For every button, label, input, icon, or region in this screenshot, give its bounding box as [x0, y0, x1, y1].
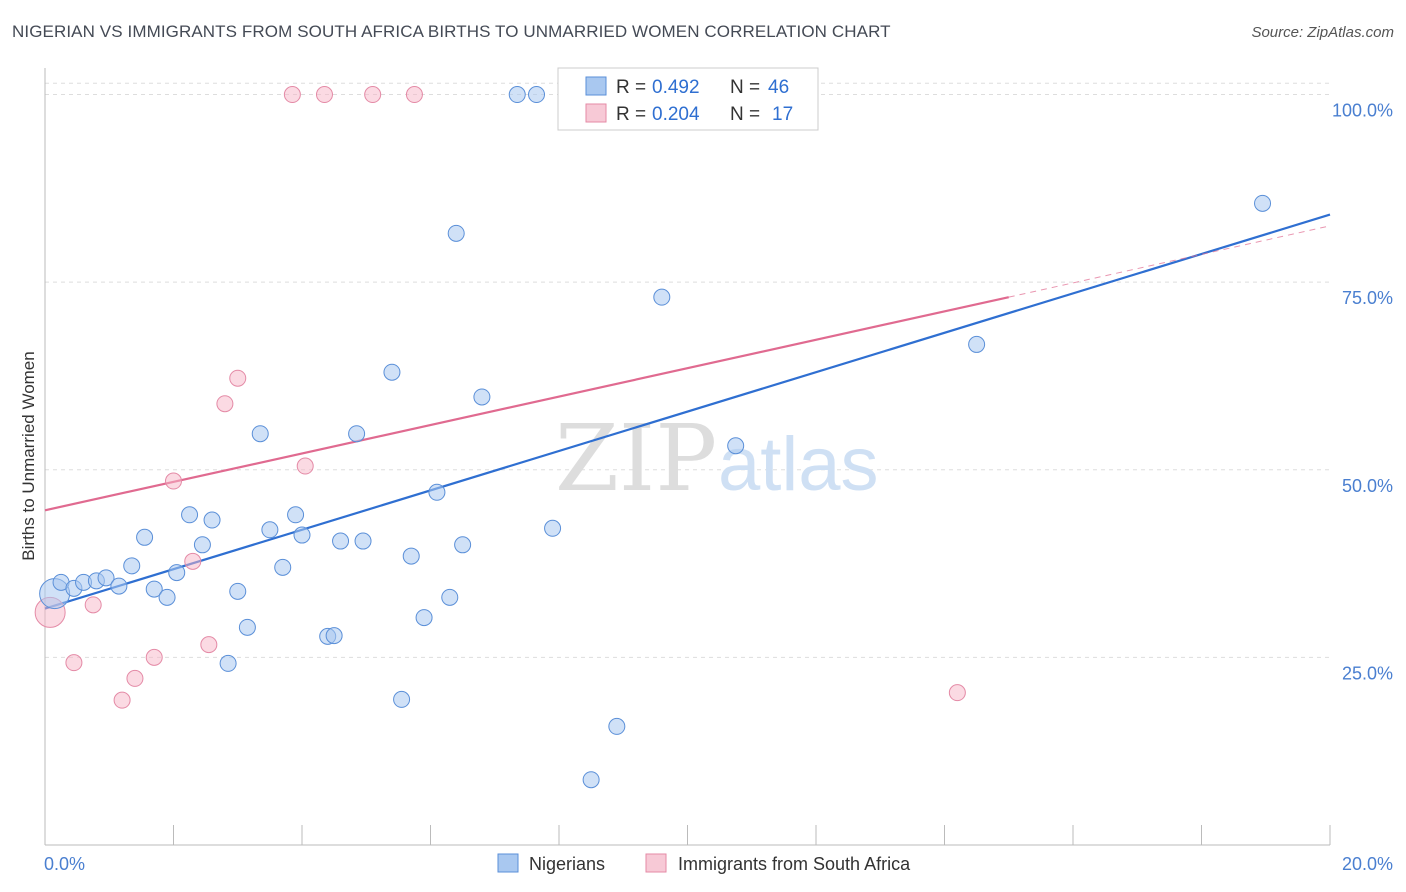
legend-box: R = 0.492 N = 46 R = 0.204 N = 17 [557, 67, 819, 131]
point-south-africa [126, 669, 144, 687]
bottom-legend-swatch-nigerians [497, 853, 519, 873]
point-nigerians [229, 582, 247, 600]
point-nigerians [402, 547, 420, 565]
point-nigerians [653, 288, 671, 306]
y-tick-label-25: 25.0% [1342, 663, 1393, 683]
trend-line-extension [1008, 225, 1331, 298]
point-nigerians [968, 335, 986, 353]
legend-r-value-1: 0.492 [652, 77, 700, 98]
point-nigerians [97, 569, 115, 587]
trend-line-south-africa [44, 296, 1009, 512]
x-tick-label-min: 0.0% [44, 854, 85, 874]
x-tick-marks [44, 825, 1331, 845]
legend-r-label-2: R = [616, 104, 646, 125]
point-south-africa [364, 86, 382, 104]
legend-r-label-1: R = [616, 77, 646, 98]
point-nigerians [219, 654, 237, 672]
point-nigerians [287, 506, 305, 524]
point-nigerians [348, 425, 366, 443]
point-nigerians [181, 506, 199, 524]
point-nigerians [608, 717, 626, 735]
legend-swatch-nigerians [585, 76, 607, 96]
chart-title: NIGERIAN VS IMMIGRANTS FROM SOUTH AFRICA… [12, 22, 891, 41]
point-nigerians [238, 618, 256, 636]
point-nigerians [508, 86, 526, 104]
point-south-africa [283, 86, 301, 104]
point-nigerians [136, 528, 154, 546]
point-south-africa [184, 552, 202, 570]
trend-line-nigerians [44, 213, 1331, 610]
point-nigerians [354, 532, 372, 550]
point-nigerians [473, 388, 491, 406]
legend-n-value-1: 46 [768, 77, 789, 98]
point-nigerians [251, 425, 269, 443]
legend-n-value-2: 17 [772, 104, 793, 125]
point-south-africa [145, 648, 163, 666]
bottom-legend-label-nigerians: Nigerians [529, 854, 605, 874]
watermark-zip: ZIP [555, 405, 717, 512]
point-nigerians [168, 564, 186, 582]
watermark: ZIP atlas [555, 405, 879, 512]
point-nigerians [332, 532, 350, 550]
point-south-africa [200, 636, 218, 654]
x-tick-label-max: 20.0% [1342, 854, 1393, 874]
point-south-africa [296, 457, 314, 475]
point-south-africa [65, 654, 83, 672]
point-nigerians [293, 526, 311, 544]
legend-r-value-2: 0.204 [652, 104, 700, 125]
legend-n-label-1: N = [730, 77, 760, 98]
watermark-atlas: atlas [718, 422, 879, 507]
point-south-africa [216, 395, 234, 413]
point-south-africa [165, 472, 182, 490]
point-nigerians [203, 511, 221, 529]
point-nigerians [193, 536, 211, 554]
chart-source: Source: ZipAtlas.com [1251, 24, 1394, 41]
point-nigerians [727, 437, 745, 455]
bottom-legend-swatch-south-africa [645, 853, 667, 873]
data-points [34, 86, 1272, 789]
point-south-africa [315, 86, 333, 104]
point-nigerians [582, 771, 600, 789]
point-nigerians [441, 588, 459, 606]
legend-swatch-south-africa [585, 103, 607, 123]
point-nigerians [158, 588, 176, 606]
point-south-africa [84, 596, 102, 614]
point-nigerians [415, 609, 433, 627]
point-nigerians [428, 483, 446, 501]
point-nigerians [274, 558, 292, 576]
point-nigerians [528, 86, 546, 104]
point-south-africa [113, 691, 131, 709]
y-tick-label-50: 50.0% [1342, 476, 1393, 496]
point-nigerians [261, 521, 279, 539]
bottom-legend-label-south-africa: Immigrants from South Africa [678, 854, 911, 874]
point-nigerians [393, 690, 411, 708]
y-tick-labels: 25.0% 50.0% 75.0% 100.0% [1332, 101, 1393, 684]
point-south-africa [948, 684, 966, 702]
point-nigerians [325, 627, 343, 645]
y-axis-label: Births to Unmarried Women [19, 351, 38, 560]
point-nigerians [110, 577, 128, 595]
legend-n-label-2: N = [730, 104, 760, 125]
point-nigerians [447, 224, 465, 242]
point-south-africa [405, 86, 423, 104]
point-nigerians [383, 363, 401, 381]
point-nigerians [123, 557, 141, 575]
point-south-africa [229, 369, 247, 387]
point-nigerians [454, 536, 472, 554]
y-tick-label-100: 100.0% [1332, 101, 1393, 121]
bottom-legend: Nigerians Immigrants from South Africa [497, 853, 911, 874]
trend-lines [44, 213, 1331, 610]
point-nigerians [1254, 194, 1272, 212]
point-nigerians [544, 519, 562, 537]
point-nigerians [145, 580, 163, 598]
y-tick-label-75: 75.0% [1342, 288, 1393, 308]
